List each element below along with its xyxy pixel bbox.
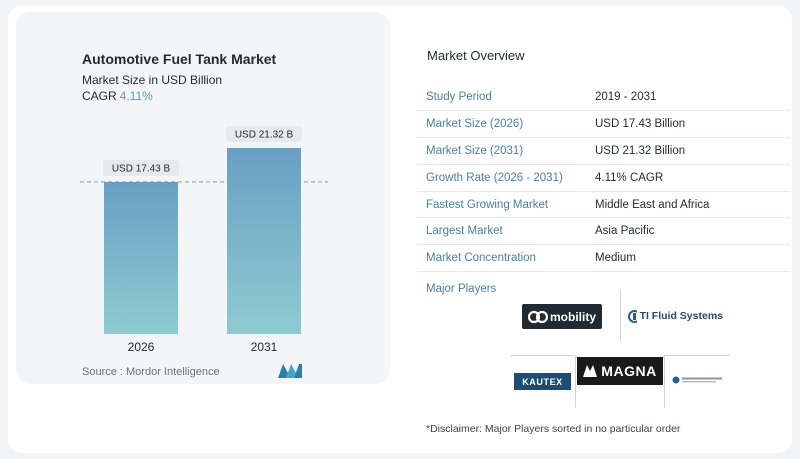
overview-row: Fastest Growing Market Middle East and Af… [417, 191, 790, 219]
overview-value: Middle East and Africa [587, 191, 790, 219]
mordor-logo-icon [278, 364, 302, 378]
overview-key: Market Concentration [417, 244, 587, 273]
ti-logo-text: TI Fluid Systems [639, 310, 723, 322]
overview-key: Market Size (2026) [417, 110, 587, 139]
data-label-box [103, 159, 179, 176]
overview-value: 2019 - 2031 [587, 84, 790, 112]
logo-divider [664, 356, 665, 408]
overview-key: Fastest Growing Market [417, 191, 587, 219]
chart-card [16, 12, 390, 384]
overview-value: 4.11% CAGR [587, 164, 790, 192]
overview-key: Study Period [417, 84, 587, 112]
logo-divider [664, 355, 730, 356]
source-note: Source : Mordor Intelligence [82, 366, 220, 378]
x-tick-label: 2026 [128, 340, 155, 354]
kautex-logo: KAUTEX [514, 373, 571, 390]
overview-row: Largest Market Asia Pacific [417, 217, 790, 246]
overview-key: Growth Rate (2026 - 2031) [417, 164, 587, 192]
cagr-line: CAGR 4.11% [82, 89, 153, 103]
overview-row: Growth Rate (2026 - 2031) 4.11% CAGR [417, 164, 790, 192]
major-players-title: Major Players [426, 283, 497, 295]
logo-divider [620, 290, 621, 340]
opmobility-logo-text: mobility [549, 309, 596, 324]
overview-key: Market Size (2031) [417, 137, 587, 165]
overview-value: Medium [587, 244, 790, 273]
overview-value: USD 21.32 Billion [587, 137, 790, 165]
magna-logo-text: MAGNA [601, 363, 657, 379]
overview-value: USD 17.43 Billion [587, 110, 790, 139]
chart-title: Automotive Fuel Tank Market [82, 51, 277, 67]
ti-mark-icon [628, 309, 637, 323]
overview-row: Market Size (2031) USD 21.32 Billion [417, 137, 790, 165]
chinese-company-logo [672, 374, 724, 386]
opmobility-mark-icon [527, 310, 548, 323]
overview-table: Study Period 2019 - 2031 Market Size (2026… [417, 84, 790, 273]
bar-2026 [104, 181, 178, 334]
data-label: USD 17.43 B [112, 163, 171, 174]
overview-row: Study Period 2019 - 2031 [417, 84, 790, 112]
cagr-label: CAGR [82, 89, 117, 103]
opmobility-logo: mobility [522, 304, 602, 329]
bar-2031 [227, 148, 301, 334]
chart-subtitle: Market Size in USD Billion [82, 73, 223, 87]
cagr-value: 4.11% [119, 89, 153, 103]
logo-divider [511, 355, 575, 356]
x-tick-label: 2031 [251, 340, 278, 354]
magna-mark-icon [583, 365, 598, 377]
logo-divider [575, 356, 576, 408]
kautex-logo-text: KAUTEX [522, 376, 563, 387]
magna-logo: MAGNA [577, 357, 663, 385]
overview-row: Market Concentration Medium [417, 244, 790, 273]
overview-title: Market Overview [427, 48, 525, 63]
data-label-box [226, 126, 302, 142]
overview-value: Asia Pacific [587, 217, 790, 246]
data-label: USD 21.32 B [235, 130, 294, 141]
disclaimer: *Disclaimer: Major Players sorted in no … [426, 423, 681, 435]
overview-key: Largest Market [417, 217, 587, 246]
overview-row: Market Size (2026) USD 17.43 Billion [417, 110, 790, 139]
chinese-company-logo-icon [672, 376, 722, 384]
ti-fluid-systems-logo: TI Fluid Systems [628, 306, 723, 326]
